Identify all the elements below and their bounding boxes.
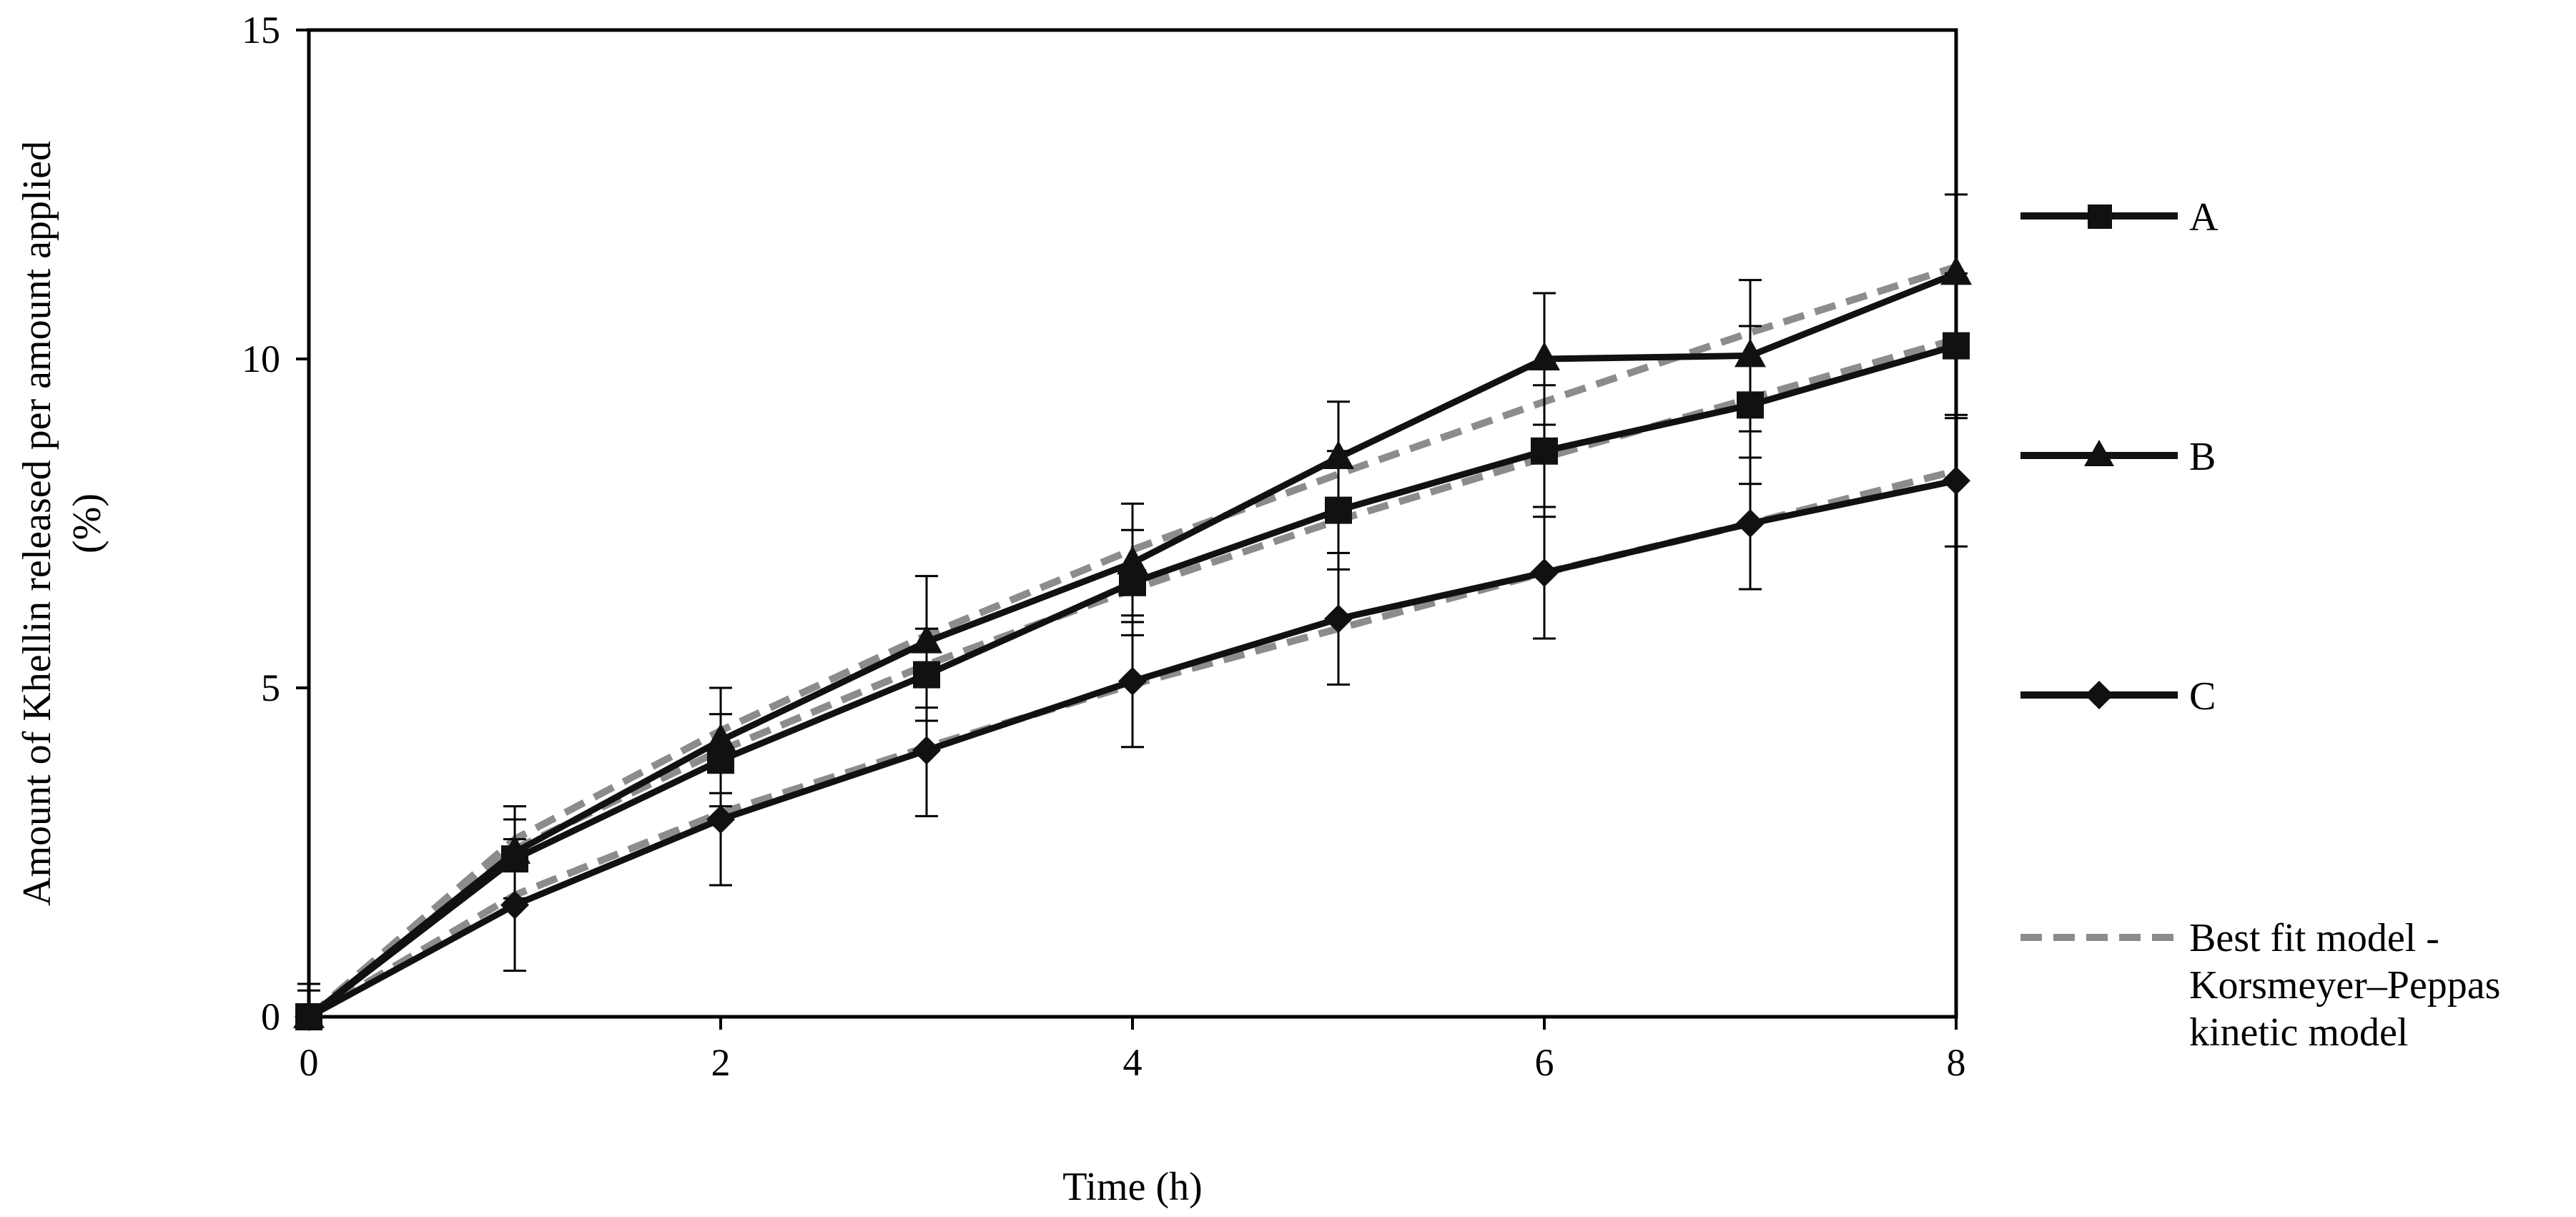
x-tick-label-0: 0 (300, 1041, 319, 1084)
data-point-c-1 (500, 890, 529, 920)
legend: A B C Best fit model - Korsmeyer–Peppas … (2020, 195, 2500, 1055)
data-point-b-1 (499, 835, 531, 864)
x-tick-label-2: 4 (1123, 1041, 1143, 1084)
data-point-c-4 (1118, 666, 1147, 696)
legend-marker-a (2088, 205, 2112, 229)
data-point-b-3 (911, 624, 942, 654)
data-point-b-4 (1117, 546, 1148, 575)
y-tick-label-1: 5 (261, 666, 280, 709)
x-tick-label-3: 6 (1535, 1041, 1554, 1084)
y-axis-ticks: 0 5 10 15 (242, 9, 309, 1038)
legend-label-b: B (2189, 435, 2216, 479)
legend-item-b: B (2020, 435, 2216, 479)
y-tick-label-0: 0 (261, 995, 280, 1038)
data-point-a-8 (1943, 332, 1970, 360)
data-point-b-5 (1323, 440, 1354, 469)
data-point-a-3 (913, 661, 940, 689)
data-point-b-2 (705, 723, 736, 752)
legend-item-c: C (2020, 674, 2216, 719)
legend-label-fit-line2: Korsmeyer–Peppas (2189, 963, 2500, 1007)
data-point-c-5 (1324, 604, 1353, 634)
y-axis-title-line1: Amount of Khellin released per amount ap… (15, 141, 59, 906)
legend-label-a: A (2189, 195, 2219, 240)
x-axis-ticks: 0 2 4 6 8 (300, 1017, 1966, 1084)
data-point-b-7 (1734, 338, 1766, 368)
plot-area: 0 5 10 15 0 2 4 6 8 (242, 9, 1972, 1084)
data-point-c-2 (706, 805, 735, 834)
y-axis-title-line2: (%) (65, 493, 109, 553)
legend-item-fit: Best fit model - Korsmeyer–Peppas kineti… (2020, 916, 2500, 1055)
y-tick-label-3: 15 (242, 9, 280, 51)
data-point-c-8 (1942, 466, 1970, 496)
legend-label-fit-line3: kinetic model (2189, 1010, 2408, 1055)
data-point-c-6 (1530, 558, 1559, 587)
x-tick-label-1: 2 (711, 1041, 731, 1084)
data-point-a-7 (1737, 391, 1764, 419)
legend-label-fit-line1: Best fit model - (2189, 916, 2439, 960)
data-markers (293, 256, 1972, 1031)
legend-marker-c (2085, 681, 2113, 709)
y-tick-label-2: 10 (242, 337, 280, 380)
x-tick-label-4: 8 (1947, 1041, 1966, 1084)
data-point-c-0 (295, 1002, 323, 1031)
data-point-c-3 (912, 736, 941, 765)
data-point-b-6 (1529, 342, 1560, 370)
legend-label-c: C (2189, 674, 2216, 719)
legend-item-a: A (2020, 195, 2219, 240)
data-point-a-6 (1531, 437, 1558, 465)
data-point-c-7 (1736, 509, 1765, 538)
data-point-b-8 (1940, 256, 1972, 285)
legend-marker-b (2084, 440, 2114, 466)
data-point-a-5 (1325, 496, 1352, 524)
x-axis-title: Time (h) (1062, 1165, 1203, 1209)
